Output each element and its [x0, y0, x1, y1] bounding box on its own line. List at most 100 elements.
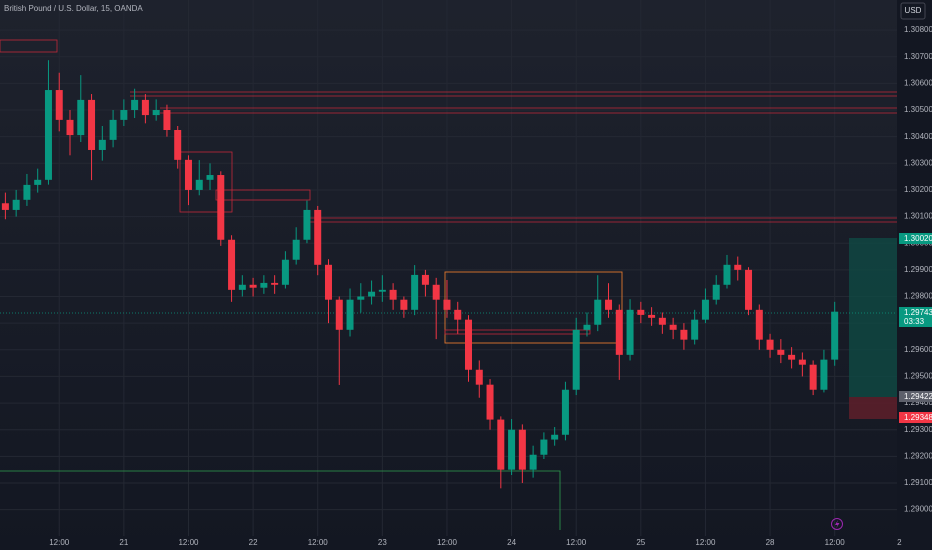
y-tick-label: 1.29400 — [904, 398, 932, 407]
support-line — [0, 470, 561, 530]
candle-body — [281, 259, 289, 285]
y-tick-label: 1.29300 — [904, 425, 932, 434]
candle-body — [260, 282, 268, 288]
x-tick-label: 12:00 — [695, 538, 716, 547]
candle-body — [44, 90, 52, 180]
candle-body — [605, 299, 613, 310]
y-tick-label: 1.30800 — [904, 25, 932, 34]
candle-body — [755, 309, 763, 340]
time-axis — [0, 536, 897, 550]
currency[interactable]: USD — [905, 6, 922, 15]
candle-body — [109, 119, 117, 140]
candle-body — [206, 175, 214, 180]
candle-body — [400, 299, 408, 310]
currency-button[interactable] — [900, 2, 926, 20]
price-tag-label: 1.29348 — [904, 413, 932, 422]
candle-body — [809, 364, 817, 390]
candle-body — [551, 434, 559, 440]
price-tag — [899, 233, 932, 244]
candle-body — [249, 284, 257, 288]
y-tick-label: 1.29000 — [904, 505, 932, 514]
candle-body — [669, 324, 677, 330]
alert-icon[interactable] — [831, 518, 843, 530]
x-tick-label: 22 — [249, 538, 258, 547]
candle-body — [701, 299, 709, 320]
zone — [444, 329, 591, 335]
candle-body — [626, 309, 634, 355]
candle-body — [335, 299, 343, 330]
grid — [0, 0, 900, 536]
candle-body — [152, 110, 160, 116]
drawings — [0, 39, 897, 530]
candle-body — [475, 369, 483, 385]
x-tick-label: 28 — [766, 538, 775, 547]
candles — [1, 60, 839, 489]
x-tick-label: 12:00 — [437, 538, 458, 547]
candle-body — [174, 130, 182, 160]
candle-body — [368, 291, 376, 297]
y-tick-label: 1.30400 — [904, 132, 932, 141]
candle-body — [788, 354, 796, 360]
candle-body — [648, 314, 656, 318]
y-tick-label: 1.29200 — [904, 451, 932, 460]
y-tick-label: 1.30200 — [904, 185, 932, 194]
candle-body — [23, 184, 31, 200]
zone — [179, 151, 233, 213]
candle-body — [292, 239, 300, 260]
candle-body — [745, 269, 753, 310]
candle-body — [228, 239, 236, 290]
candle-body — [346, 299, 354, 330]
candle-body — [820, 359, 828, 390]
candle-body — [508, 429, 516, 470]
y-tick-label: 1.30300 — [904, 158, 932, 167]
candle-body — [680, 329, 688, 340]
y-tick-label: 1.29100 — [904, 478, 932, 487]
candle-body — [766, 339, 774, 350]
y-tick-label: 1.30500 — [904, 105, 932, 114]
zone — [0, 39, 58, 53]
candle-body — [432, 284, 440, 300]
candle-body — [163, 110, 171, 131]
price-axis — [897, 0, 932, 550]
candle-body — [777, 349, 785, 355]
price-tag — [899, 412, 932, 423]
candle-body — [594, 299, 602, 325]
candle-body — [66, 119, 74, 136]
candle-body — [88, 99, 96, 150]
zone — [215, 189, 311, 201]
y-tick-label: 1.30100 — [904, 212, 932, 221]
countdown: 03:33 — [904, 317, 925, 326]
chart-title: British Pound / U.S. Dollar, 15, OANDA — [4, 4, 143, 13]
candle-body — [357, 296, 365, 300]
x-tick-label: 12:00 — [825, 538, 846, 547]
candle-body — [55, 90, 63, 120]
candle-body — [271, 282, 279, 285]
candle-body — [798, 359, 806, 365]
y-tick-label: 1.29600 — [904, 345, 932, 354]
candle-body — [238, 284, 246, 290]
y-tick-label: 1.29500 — [904, 372, 932, 381]
y-tick-label: 1.29900 — [904, 265, 932, 274]
candle-body — [131, 99, 139, 111]
x-tick-label: 25 — [636, 538, 645, 547]
price-tag-label: 1.30020 — [904, 234, 932, 243]
candle-body — [184, 159, 192, 190]
candle-body — [561, 389, 569, 435]
profit-zone — [849, 238, 897, 397]
price-tag — [899, 391, 932, 402]
candle-body — [637, 309, 645, 315]
loss-zone — [849, 397, 897, 419]
candle-body — [120, 110, 128, 120]
candle-body — [831, 311, 839, 360]
candle-body — [615, 309, 623, 355]
candle-body — [734, 264, 742, 270]
candle-body — [378, 289, 386, 292]
candle-body — [723, 264, 731, 285]
candle-body — [314, 209, 322, 265]
candle-body — [658, 317, 666, 325]
price-tag — [899, 307, 932, 327]
candle-body — [583, 324, 591, 330]
x-tick-label: 12:00 — [49, 538, 70, 547]
